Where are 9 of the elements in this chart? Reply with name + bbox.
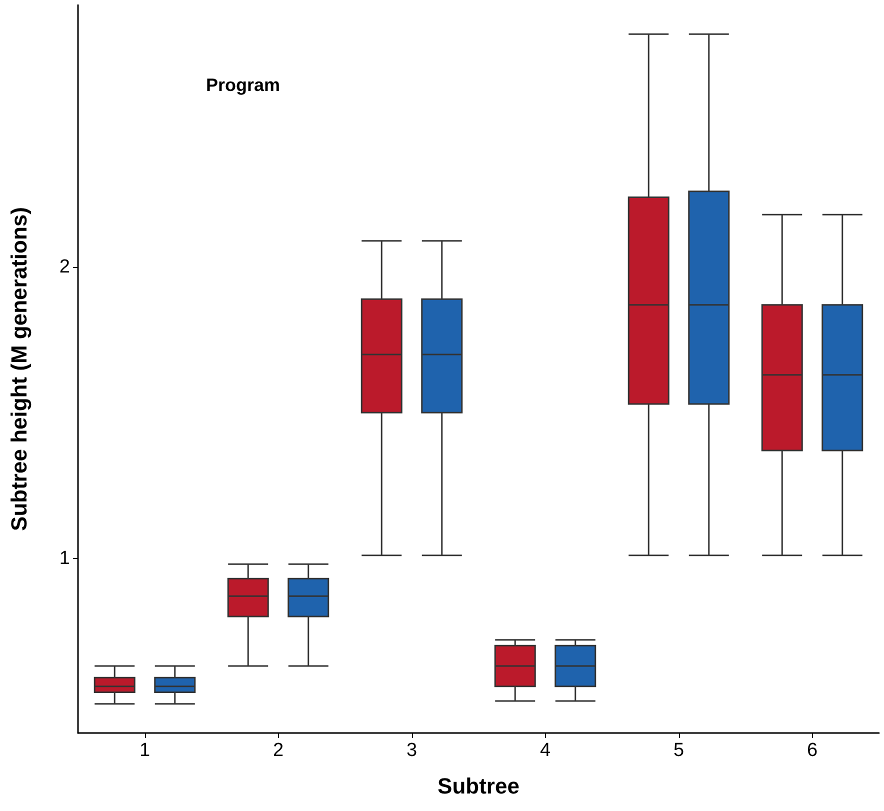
- x-tick-label: 6: [806, 740, 818, 761]
- y-axis-title: Subtree height (M generations): [6, 207, 32, 531]
- x-tick-label: 4: [540, 740, 551, 761]
- x-tick-label: 1: [139, 740, 150, 761]
- x-axis-title: Subtree: [438, 774, 520, 798]
- x-tick-label: 2: [272, 740, 284, 761]
- x-tick-label: 3: [406, 740, 418, 761]
- legend-title: Program: [206, 75, 280, 95]
- x-tick-label: 5: [673, 740, 684, 761]
